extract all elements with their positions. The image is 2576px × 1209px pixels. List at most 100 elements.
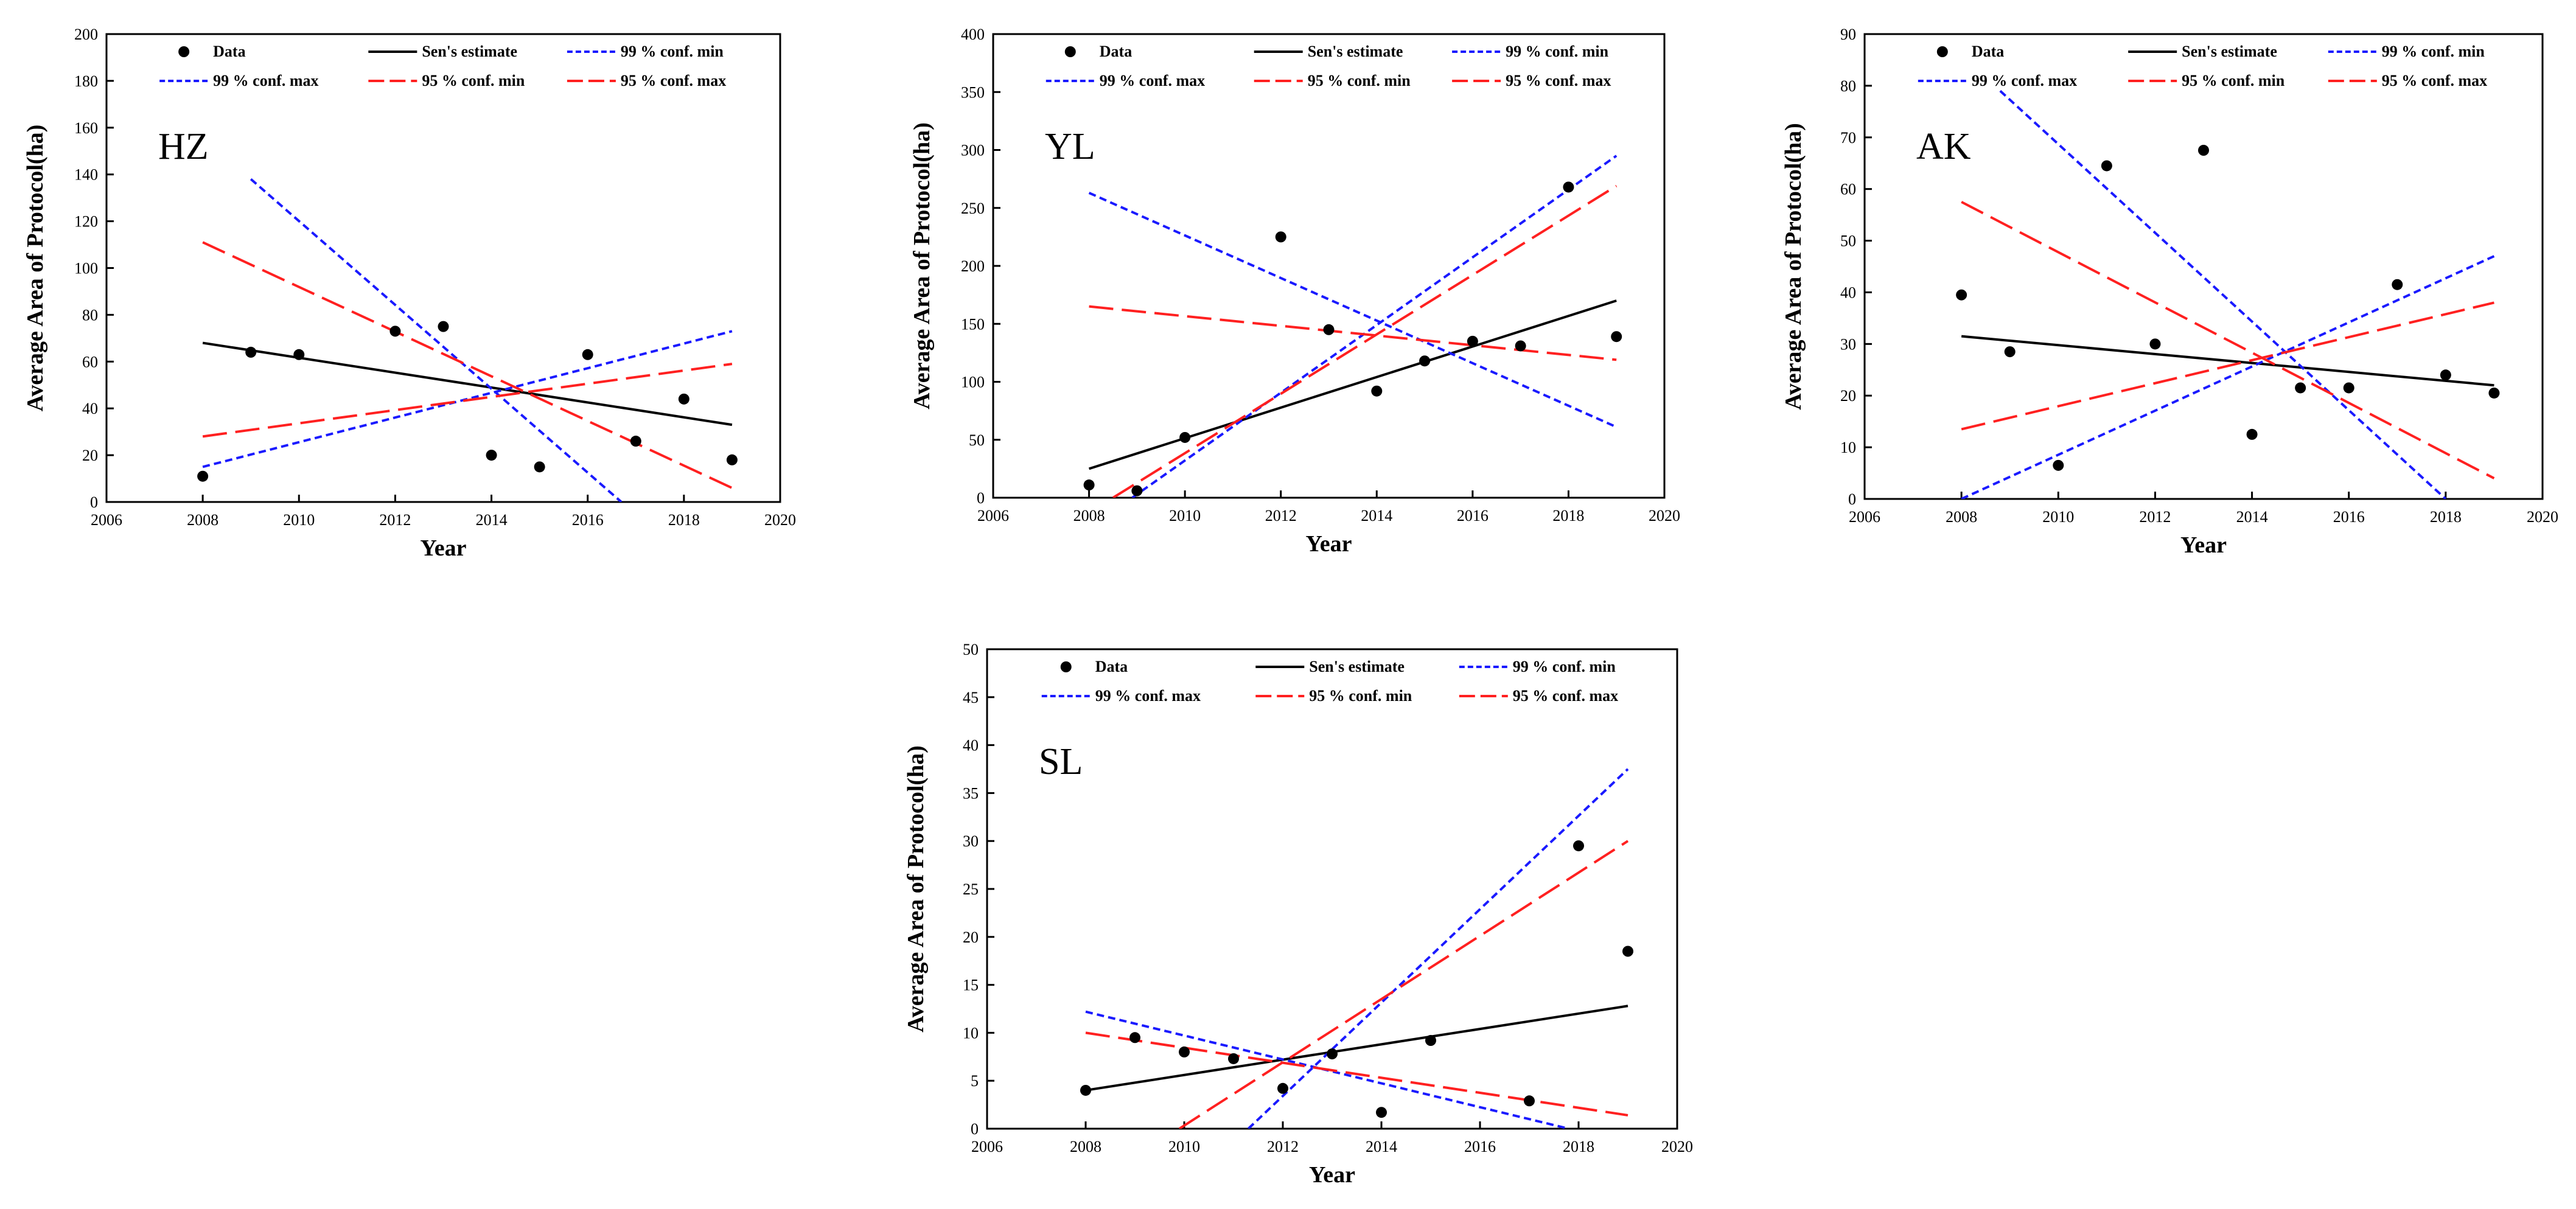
legend: Data Sen's estimate 99 % conf. min 99 % con… — [159, 43, 726, 89]
y-tick-label: 0 — [1848, 490, 1856, 508]
y-axis-title: Average Area of Protocol(ha) — [23, 125, 48, 412]
x-tick-label: 2010 — [2042, 508, 2074, 526]
y-tick-label: 30 — [963, 832, 979, 850]
legend-label: Sen's estimate — [1308, 43, 1403, 60]
line-sen-s-estimate — [1085, 1005, 1628, 1092]
y-tick-label: 5 — [971, 1072, 979, 1090]
data-point — [1573, 840, 1584, 852]
chart-sl: 2006 2008 2010 2012 2014 2016 2018 2020 0 5 10 15 20… — [903, 641, 1693, 1188]
legend-label: 95 % conf. min — [1308, 72, 1411, 89]
chart-yl: 2006 2008 2010 2012 2014 2016 2018 2020 0 50 100 15… — [909, 26, 1680, 557]
legend-marker — [1064, 46, 1076, 57]
legend-item-data: Data — [1936, 43, 2004, 60]
data-point — [1327, 1048, 1338, 1060]
y-tick-label: 350 — [961, 83, 985, 101]
legend-label: Sen's estimate — [2182, 43, 2277, 60]
line-95-conf-max — [202, 363, 733, 438]
data-point — [197, 470, 209, 482]
plot-frame — [105, 33, 781, 503]
legend-label: 99 % conf. max — [1972, 72, 2077, 89]
x-tick-label: 2018 — [1552, 507, 1584, 524]
legend-marker — [1936, 46, 1948, 57]
legend-item-95-conf-max: 95 % conf. max — [1452, 72, 1611, 89]
data-point — [389, 326, 401, 337]
legend-item-95-conf-max: 95 % conf. max — [567, 72, 726, 89]
trend-lines — [1085, 768, 1629, 1129]
data-point — [245, 346, 257, 358]
x-tick-label: 2020 — [2527, 508, 2558, 526]
legend-label: 99 % conf. min — [2382, 43, 2485, 60]
y-tick-label: 60 — [82, 353, 98, 371]
legend-label: 99 % conf. min — [1513, 658, 1616, 675]
y-tick-label: 0 — [971, 1120, 979, 1138]
legend-label: 95 % conf. min — [422, 72, 525, 89]
line-sen-s-estimate — [1961, 335, 2494, 387]
y-tick-label: 40 — [82, 400, 98, 417]
y-tick-label: 0 — [977, 489, 985, 507]
legend-label: 99 % conf. max — [213, 72, 318, 89]
legend-item-99-conf-min: 99 % conf. min — [2328, 43, 2485, 60]
legend-label: 95 % conf. max — [2382, 72, 2487, 89]
data-point — [1083, 479, 1095, 491]
legend-item-95-conf-max: 95 % conf. max — [2328, 72, 2487, 89]
legend-marker — [178, 46, 190, 57]
y-tick-label: 40 — [1840, 284, 1856, 301]
legend-item-95-conf-min: 95 % conf. min — [1255, 687, 1412, 705]
legend-label: 99 % conf. max — [1100, 72, 1205, 89]
data-point — [2488, 387, 2500, 399]
x-tick-label: 2014 — [476, 511, 508, 529]
data-point — [1515, 340, 1526, 352]
data-point — [1376, 1107, 1387, 1118]
x-tick-label: 2016 — [2333, 508, 2365, 526]
data-point — [2101, 160, 2112, 172]
data-point — [486, 450, 497, 461]
legend-item-99-conf-max: 99 % conf. max — [1045, 72, 1205, 89]
legend-item-sen-s-estimate: Sen's estimate — [2128, 43, 2277, 60]
data-point — [1131, 485, 1143, 496]
y-tick-label: 400 — [961, 26, 985, 43]
data-point — [2149, 338, 2161, 350]
y-tick-label: 150 — [961, 315, 985, 333]
x-tick-label: 2012 — [1265, 507, 1297, 524]
x-axis-title: Year — [2180, 532, 2227, 558]
data-point — [1129, 1032, 1140, 1044]
line-99-conf-max — [1961, 255, 2495, 499]
trend-lines — [202, 178, 733, 502]
x-tick-label: 2008 — [1946, 508, 1977, 526]
data-point — [1179, 1046, 1190, 1057]
line-95-conf-min — [1112, 184, 1618, 498]
data-point — [1524, 1095, 1535, 1107]
y-tick-label: 0 — [90, 493, 98, 511]
data-point — [2198, 145, 2209, 156]
data-point — [1425, 1035, 1436, 1047]
y-tick-label: 80 — [1840, 77, 1856, 95]
x-tick-label: 2008 — [187, 511, 218, 529]
data-points — [1083, 181, 1622, 496]
y-tick-label: 25 — [963, 880, 979, 898]
legend: Data Sen's estimate 99 % conf. min 99 % con… — [1918, 43, 2487, 89]
x-tick-label: 2008 — [1070, 1138, 1101, 1155]
legend-label: Data — [1972, 43, 2004, 60]
data-points — [1080, 840, 1633, 1118]
x-tick-label: 2014 — [1366, 1138, 1397, 1155]
panel-label-ak: AK — [1916, 126, 1971, 167]
x-tick-label: 2020 — [1661, 1138, 1693, 1155]
data-point — [1956, 289, 1967, 301]
y-tick-label: 30 — [1840, 335, 1856, 353]
y-tick-label: 200 — [961, 257, 985, 275]
x-tick-label: 2014 — [2236, 508, 2268, 526]
y-tick-label: 15 — [963, 977, 979, 994]
legend-item-sen-s-estimate: Sen's estimate — [1255, 658, 1405, 675]
data-point — [582, 349, 593, 360]
y-tick-label: 100 — [961, 374, 985, 391]
x-tick-label: 2012 — [379, 511, 411, 529]
data-point — [2295, 382, 2306, 394]
y-tick-label: 20 — [82, 447, 98, 464]
line-95-conf-min — [1178, 840, 1629, 1129]
legend-label: 95 % conf. max — [1506, 72, 1611, 89]
line-95-conf-max — [1089, 305, 1617, 361]
data-point — [678, 393, 689, 405]
y-tick-label: 45 — [963, 689, 979, 706]
data-point — [2440, 369, 2451, 381]
legend-item-99-conf-min: 99 % conf. min — [1452, 43, 1609, 60]
